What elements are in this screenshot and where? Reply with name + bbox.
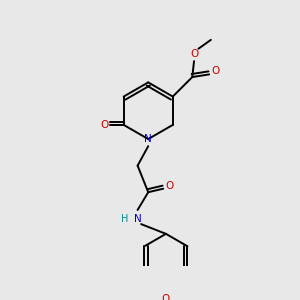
Text: O: O — [165, 181, 174, 191]
Text: O: O — [162, 294, 170, 300]
Text: O: O — [100, 120, 108, 130]
Text: H: H — [122, 214, 129, 224]
Text: N: N — [134, 214, 142, 224]
Text: O: O — [191, 49, 199, 59]
Text: O: O — [211, 66, 219, 76]
Text: N: N — [144, 134, 152, 144]
